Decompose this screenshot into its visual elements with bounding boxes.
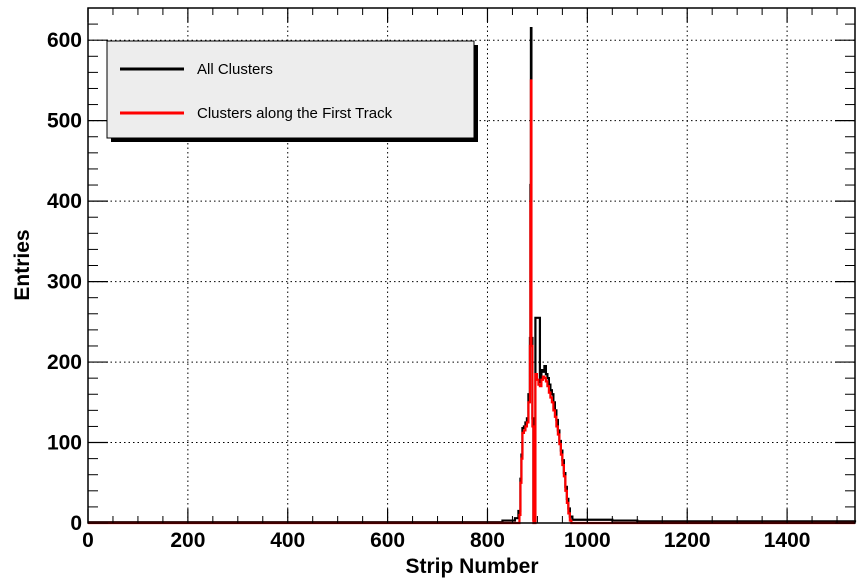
y-tick-label: 400	[47, 190, 82, 213]
series-layer	[88, 27, 857, 525]
y-tick-label: 300	[47, 271, 82, 294]
series-line-first-track	[88, 79, 855, 525]
x-tick-label: 200	[170, 529, 205, 552]
legend-box	[106, 40, 475, 139]
y-tick-label: 100	[47, 432, 82, 455]
legend: All Clusters Clusters along the First Tr…	[106, 40, 478, 142]
x-tick-label: 400	[270, 529, 305, 552]
legend-label-first-track: Clusters along the First Track	[197, 105, 393, 122]
x-tick-label: 800	[470, 529, 505, 552]
grid-lines	[88, 8, 855, 523]
x-tick-label: 600	[370, 529, 405, 552]
x-tick-label: 1000	[564, 529, 611, 552]
x-axis-title: Strip Number	[405, 555, 538, 578]
y-axis-title: Entries	[11, 229, 34, 300]
tick-labels: 0 200 400 600 800 1000 1200 1400 0 100 200 300 400 50…	[47, 29, 810, 552]
x-tick-label: 1200	[664, 529, 711, 552]
y-tick-label: 500	[47, 110, 82, 133]
y-tick-label: 600	[47, 29, 82, 52]
axis-ticks	[87, 7, 855, 524]
y-tick-label: 0	[70, 512, 82, 535]
x-tick-label: 1400	[764, 529, 811, 552]
legend-label-all-clusters: All Clusters	[197, 61, 273, 78]
y-tick-label: 200	[47, 351, 82, 374]
x-tick-label: 0	[82, 529, 94, 552]
